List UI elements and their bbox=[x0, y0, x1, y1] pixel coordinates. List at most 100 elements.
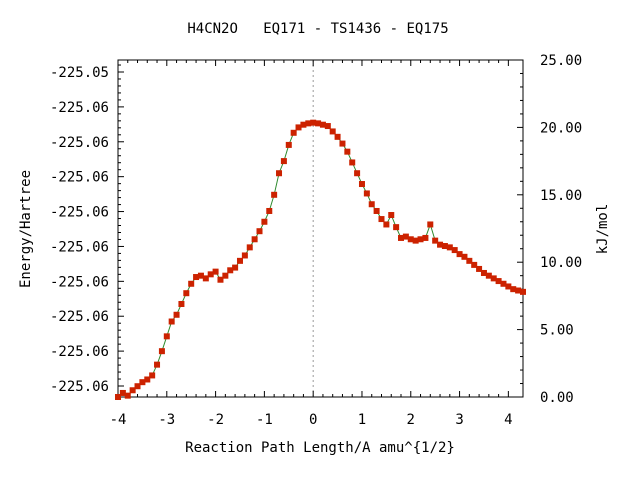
data-point bbox=[217, 276, 224, 283]
right-tick-label: 25.00 bbox=[540, 53, 582, 69]
data-point bbox=[315, 120, 322, 127]
data-point bbox=[368, 201, 375, 208]
data-point bbox=[451, 247, 458, 254]
data-point bbox=[222, 272, 229, 279]
data-point bbox=[290, 129, 297, 136]
data-point bbox=[339, 140, 346, 147]
data-point bbox=[515, 287, 522, 294]
left-tick-label: -225.06 bbox=[50, 274, 109, 290]
data-point bbox=[398, 234, 405, 241]
data-point bbox=[324, 123, 331, 130]
data-point bbox=[446, 244, 453, 251]
right-axis-ticks: 0.00 5.00 10.00 15.00 20.00 25.00 bbox=[517, 53, 582, 406]
data-point bbox=[476, 265, 483, 272]
data-point bbox=[207, 271, 214, 278]
data-point bbox=[393, 224, 400, 231]
data-point bbox=[256, 228, 263, 235]
data-point bbox=[183, 290, 190, 297]
x-tick-label: 1 bbox=[358, 412, 366, 428]
left-tick-label: -225.06 bbox=[50, 100, 109, 116]
data-point bbox=[149, 372, 156, 379]
data-point bbox=[251, 236, 258, 243]
chart-title: H4CN2O EQ171 - TS1436 - EQ175 bbox=[187, 21, 448, 37]
data-point bbox=[363, 190, 370, 197]
data-point bbox=[485, 272, 492, 279]
data-point bbox=[520, 288, 526, 295]
data-point bbox=[271, 191, 278, 198]
left-axis-ticks: -225.06 -225.06 -225.06 -225.06 -225.06 -225.… bbox=[50, 64, 124, 395]
data-point bbox=[383, 221, 390, 228]
left-tick-label: -225.06 bbox=[50, 170, 109, 186]
left-tick-label: -225.06 bbox=[50, 239, 109, 255]
data-point bbox=[373, 207, 380, 214]
data-point bbox=[154, 361, 161, 368]
data-point bbox=[402, 233, 409, 240]
data-point bbox=[495, 278, 502, 285]
data-point bbox=[378, 216, 385, 223]
data-point bbox=[266, 207, 273, 214]
data-point bbox=[422, 234, 429, 241]
data-point bbox=[344, 148, 351, 155]
right-tick-label: 5.00 bbox=[540, 323, 574, 339]
series-line bbox=[117, 122, 524, 398]
data-point bbox=[471, 261, 478, 268]
data-point bbox=[139, 379, 146, 386]
series-layer bbox=[115, 119, 526, 400]
data-point bbox=[115, 394, 121, 400]
data-point bbox=[441, 243, 448, 250]
right-tick-label: 20.00 bbox=[540, 120, 582, 136]
data-point bbox=[261, 218, 268, 225]
x-tick-label: -1 bbox=[256, 412, 273, 428]
x-tick-label: 0 bbox=[309, 412, 317, 428]
data-point bbox=[232, 264, 239, 271]
data-point bbox=[466, 257, 473, 264]
data-point bbox=[188, 280, 195, 287]
data-point bbox=[144, 376, 151, 383]
plot-frame bbox=[117, 59, 524, 398]
left-tick-label: -225.06 bbox=[50, 344, 109, 360]
data-point bbox=[285, 141, 292, 148]
data-point bbox=[388, 212, 395, 219]
x-axis-label: Reaction Path Length/A amu^{1/2} bbox=[185, 440, 455, 456]
data-point bbox=[432, 237, 439, 244]
x-tick-label: 2 bbox=[407, 412, 415, 428]
data-point bbox=[158, 348, 165, 355]
data-point bbox=[202, 275, 209, 282]
x-tick-label: -4 bbox=[110, 412, 127, 428]
data-point bbox=[412, 237, 419, 244]
data-point bbox=[334, 133, 341, 140]
data-point bbox=[124, 392, 131, 399]
data-point bbox=[276, 170, 283, 177]
left-tick-label: -225.06 bbox=[50, 205, 109, 221]
data-point bbox=[480, 269, 487, 276]
data-point bbox=[295, 124, 302, 131]
data-point bbox=[437, 241, 444, 248]
x-tick-label: -3 bbox=[158, 412, 175, 428]
data-point bbox=[163, 333, 170, 340]
data-point bbox=[173, 311, 180, 318]
left-tick-label: -225.05 bbox=[50, 65, 109, 81]
data-point bbox=[505, 283, 512, 290]
data-point bbox=[119, 389, 126, 396]
data-point bbox=[305, 120, 312, 127]
data-point bbox=[349, 159, 356, 166]
right-axis-label: kJ/mol bbox=[595, 204, 611, 255]
data-point bbox=[129, 387, 136, 394]
data-point bbox=[241, 252, 248, 259]
data-point bbox=[168, 318, 175, 325]
data-point bbox=[354, 170, 361, 177]
left-tick-label: -225.06 bbox=[50, 379, 109, 395]
data-point bbox=[310, 119, 317, 126]
x-tick-label: -2 bbox=[207, 412, 224, 428]
x-axis-ticks: -4 -3 -2 -1 0 1 2 3 4 bbox=[110, 60, 513, 428]
data-point bbox=[490, 275, 497, 282]
right-tick-label: 10.00 bbox=[540, 255, 582, 271]
x-tick-label: 3 bbox=[455, 412, 463, 428]
data-point bbox=[227, 267, 234, 274]
data-point bbox=[193, 274, 200, 281]
left-tick-label: -225.06 bbox=[50, 309, 109, 325]
data-point bbox=[358, 181, 365, 188]
data-point bbox=[427, 221, 434, 228]
data-point bbox=[407, 236, 414, 243]
